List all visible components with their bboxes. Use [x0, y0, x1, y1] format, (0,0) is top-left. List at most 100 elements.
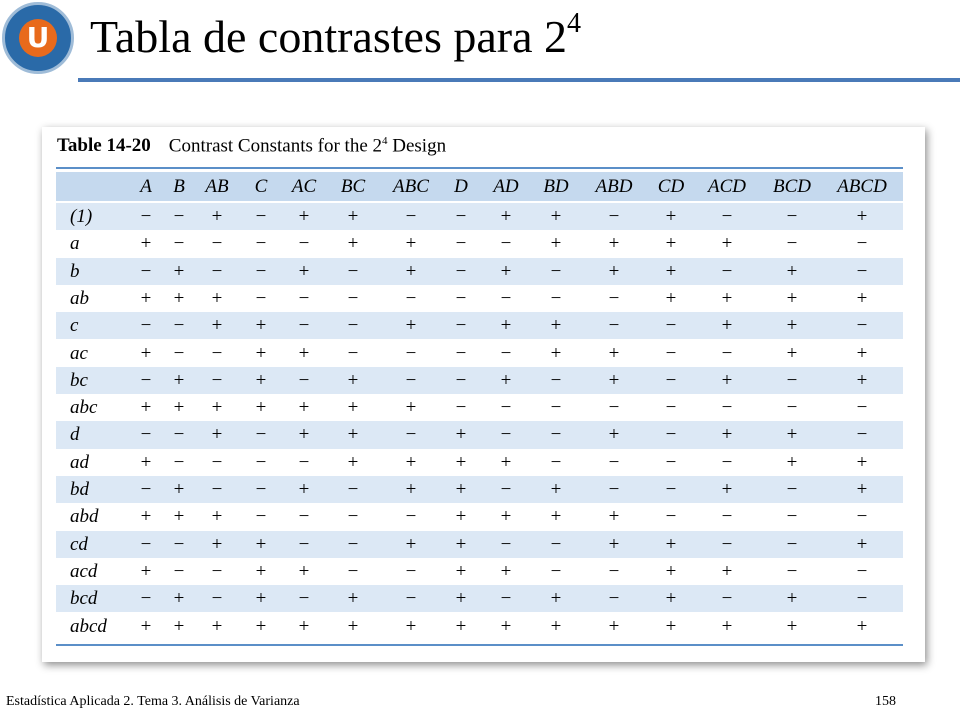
- sign-cell: −: [347, 315, 359, 337]
- table-caption: Table 14-20 Contrast Constants for the 24…: [57, 135, 446, 157]
- sign-cell: +: [550, 315, 562, 337]
- sign-cell: −: [550, 260, 562, 282]
- column-header: ABCD: [837, 176, 887, 197]
- sign-cell: +: [255, 615, 267, 637]
- sign-cell: +: [255, 342, 267, 364]
- sign-cell: −: [405, 560, 417, 582]
- row-label: b: [70, 260, 80, 282]
- sign-cell: −: [140, 315, 152, 337]
- sign-cell: −: [665, 369, 677, 391]
- sign-cell: −: [500, 287, 512, 309]
- sign-cell: +: [347, 369, 359, 391]
- sign-cell: −: [173, 424, 185, 446]
- sign-cell: −: [786, 506, 798, 528]
- sign-cell: +: [500, 451, 512, 473]
- sign-cell: −: [255, 506, 267, 528]
- sign-cell: −: [856, 424, 868, 446]
- column-header: A: [140, 176, 152, 197]
- column-header: BD: [543, 176, 569, 197]
- row-band: [56, 312, 903, 340]
- sign-cell: −: [550, 560, 562, 582]
- sign-cell: +: [455, 479, 467, 500]
- sign-cell: +: [405, 533, 417, 555]
- sign-cell: −: [856, 588, 868, 610]
- sign-cell: −: [721, 397, 733, 419]
- sign-cell: +: [140, 397, 152, 419]
- sign-cell: −: [721, 451, 733, 473]
- sign-cell: +: [211, 615, 223, 637]
- sign-cell: −: [298, 287, 310, 309]
- sign-cell: −: [455, 315, 467, 337]
- sign-cell: +: [173, 287, 185, 309]
- sign-cell: −: [786, 533, 798, 555]
- row-label: cd: [70, 533, 88, 555]
- sign-cell: +: [298, 397, 310, 419]
- sign-cell: −: [550, 451, 562, 473]
- sign-cell: +: [721, 424, 733, 446]
- sign-cell: −: [786, 560, 798, 582]
- sign-cell: −: [405, 588, 417, 610]
- sign-cell: +: [608, 233, 620, 255]
- row-label: ad: [70, 451, 89, 473]
- sign-cell: +: [721, 479, 733, 500]
- sign-cell: −: [608, 315, 620, 337]
- sign-cell: +: [298, 424, 310, 446]
- sign-cell: +: [455, 560, 467, 582]
- sign-cell: +: [140, 451, 152, 473]
- sign-cell: +: [173, 588, 185, 610]
- sign-cell: +: [211, 315, 223, 337]
- sign-cell: −: [173, 315, 185, 337]
- sign-cell: −: [455, 287, 467, 309]
- column-header: BC: [340, 176, 366, 197]
- sign-cell: −: [665, 315, 677, 337]
- sign-cell: −: [550, 287, 562, 309]
- sign-cell: +: [786, 451, 798, 473]
- sign-cell: +: [405, 233, 417, 255]
- sign-cell: −: [140, 588, 152, 610]
- sign-cell: +: [856, 369, 868, 391]
- sign-cell: −: [500, 424, 512, 446]
- sign-cell: +: [550, 479, 562, 500]
- sign-cell: −: [405, 342, 417, 364]
- sign-cell: +: [550, 506, 562, 528]
- sign-cell: −: [455, 369, 467, 391]
- sign-cell: +: [500, 315, 512, 337]
- sign-cell: +: [347, 397, 359, 419]
- sign-cell: +: [298, 260, 310, 282]
- footer-text: Estadística Aplicada 2. Tema 3. Análisis…: [6, 694, 300, 709]
- sign-cell: −: [786, 233, 798, 255]
- logo-letter: U: [19, 19, 57, 57]
- column-header: CD: [657, 176, 685, 197]
- sign-cell: +: [211, 506, 223, 528]
- column-header: AC: [291, 176, 317, 197]
- sign-cell: −: [140, 206, 152, 227]
- sign-cell: −: [856, 397, 868, 419]
- row-band: [56, 421, 903, 449]
- sign-cell: −: [550, 424, 562, 446]
- column-header: B: [173, 176, 185, 197]
- sign-cell: +: [786, 424, 798, 446]
- sign-cell: −: [455, 260, 467, 282]
- row-label: ac: [70, 342, 88, 364]
- sign-cell: +: [140, 233, 152, 255]
- sign-cell: +: [140, 287, 152, 309]
- sign-cell: +: [608, 615, 620, 637]
- row-label: bc: [70, 369, 88, 391]
- row-label: a: [70, 233, 80, 255]
- sign-cell: −: [786, 369, 798, 391]
- table-label: Table 14-20: [57, 135, 151, 157]
- row-band: [56, 476, 903, 504]
- sign-cell: −: [455, 342, 467, 364]
- sign-cell: +: [665, 615, 677, 637]
- sign-cell: −: [665, 424, 677, 446]
- sign-cell: −: [500, 533, 512, 555]
- sign-cell: +: [608, 342, 620, 364]
- column-header: BCD: [773, 176, 811, 197]
- column-header: AD: [493, 176, 519, 197]
- sign-cell: −: [665, 506, 677, 528]
- sign-cell: −: [405, 506, 417, 528]
- sign-cell: +: [211, 397, 223, 419]
- sign-cell: −: [721, 260, 733, 282]
- sign-cell: −: [550, 533, 562, 555]
- sign-cell: −: [455, 233, 467, 255]
